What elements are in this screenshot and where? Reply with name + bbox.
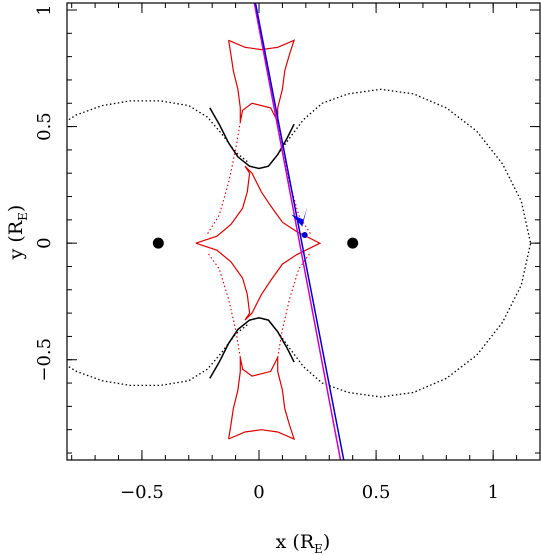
x-axis-label: x (RE)	[276, 531, 331, 555]
x-tick-label: −0.5	[120, 482, 164, 503]
markers	[152, 206, 359, 249]
source-position-dot	[301, 231, 308, 238]
lens-position-dot	[152, 237, 164, 249]
central-caustic	[195, 165, 322, 321]
caustic-curves	[195, 39, 322, 441]
critical-curve-lower-left	[67, 324, 248, 387]
trajectory-lines	[253, 3, 345, 460]
critical-curve-upper-right	[277, 88, 532, 244]
x-tick-label: 1	[487, 482, 498, 503]
source-trajectory-line	[253, 3, 342, 460]
caustic-dotted-branch	[207, 121, 241, 235]
y-tick-label: 0.5	[34, 112, 55, 141]
lens-position-dot	[347, 237, 359, 249]
critical-curve-upper-left	[67, 100, 248, 163]
critical-curves	[67, 88, 532, 398]
y-tick-label: −0.5	[34, 338, 55, 382]
y-tick-label: 0	[34, 237, 55, 248]
plot-frame	[66, 2, 541, 461]
plot-area	[67, 3, 532, 460]
critical-curve-lower-right	[277, 243, 532, 398]
lower-caustic	[228, 357, 296, 441]
critical-curve-lower-solid	[209, 317, 295, 379]
y-tick-label: 1	[34, 4, 55, 15]
x-tick-label: 0.5	[362, 482, 391, 503]
direction-arrow-head	[291, 206, 308, 227]
x-tick-label: 0	[253, 482, 264, 503]
axis-ticks: −0.5 0 0.5 1 −0.5 0 0.5 1	[34, 3, 541, 503]
y-axis-label: y (RE)	[5, 205, 30, 261]
upper-caustic	[228, 39, 296, 123]
critical-curve-upper-solid	[209, 107, 295, 170]
source-trajectory-line	[254, 3, 345, 460]
